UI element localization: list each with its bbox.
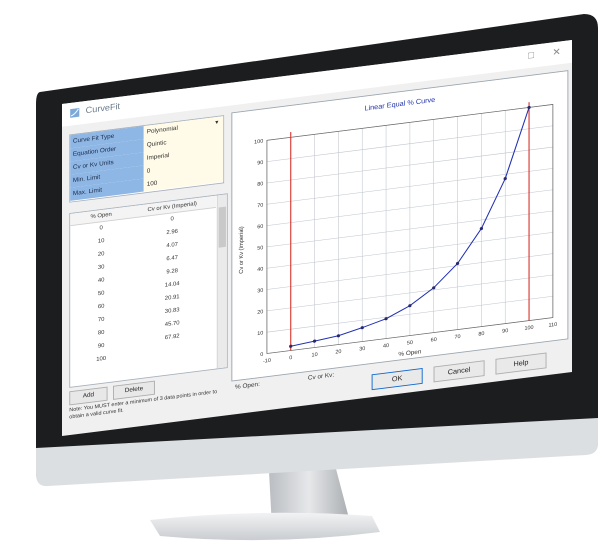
x-tick-label: 0	[289, 355, 292, 361]
data-point	[360, 326, 364, 330]
grid-line-y	[266, 125, 553, 162]
param-value: Quintic	[146, 139, 167, 149]
data-point	[312, 339, 317, 343]
grid-line-y	[266, 189, 553, 226]
x-tick-label: 10	[312, 352, 318, 359]
param-value: 0	[146, 168, 151, 175]
y-tick-label: 90	[257, 160, 263, 167]
data-table[interactable]: % Open Cv or Kv (Imperial) 0 0 10 2.96 20 4.0…	[69, 193, 228, 388]
status-x-label: % Open:	[235, 381, 260, 391]
y-tick-label: 100	[254, 139, 263, 146]
x-tick-label: 60	[431, 337, 437, 344]
grid-line-y	[266, 146, 553, 184]
y-tick-label: 80	[257, 181, 263, 188]
y-tick-label: 40	[257, 267, 263, 274]
data-point	[336, 334, 341, 338]
x-tick-label: 110	[549, 322, 558, 329]
x-tick-label: 90	[502, 328, 508, 335]
chevron-down-icon[interactable]: ▼	[214, 120, 220, 126]
table-scrollbar[interactable]	[216, 194, 227, 369]
param-value: Imperial	[146, 152, 170, 162]
grid-line-y	[266, 168, 553, 205]
data-point	[527, 105, 531, 110]
close-icon[interactable]: ✕	[552, 46, 561, 59]
cancel-button[interactable]: Cancel	[433, 360, 485, 383]
data-point	[455, 261, 460, 266]
y-axis-label: Cv or Kv (Imperial)	[239, 226, 245, 274]
data-point	[408, 304, 412, 308]
y-tick-label: 60	[257, 224, 263, 231]
plot-area	[266, 104, 554, 354]
app-icon	[70, 107, 80, 118]
data-point	[289, 344, 293, 348]
x-tick-label: 30	[359, 346, 365, 353]
x-axis-label: % Open	[398, 348, 422, 358]
grid-line-y	[266, 210, 553, 248]
data-point	[503, 177, 507, 181]
chart-title: Linear Equal % Curve	[364, 96, 435, 113]
data-point	[384, 317, 388, 321]
monitor-chin	[36, 418, 598, 487]
data-point	[479, 226, 484, 231]
x-tick-label: 70	[455, 334, 461, 341]
maximize-icon[interactable]: □	[527, 50, 535, 62]
y-tick-label: 20	[257, 309, 263, 316]
x-tick-label: 20	[335, 349, 341, 356]
y-tick-label: 70	[257, 203, 263, 210]
x-tick-label: 50	[407, 340, 413, 347]
y-tick-label: 50	[257, 245, 263, 252]
grid-line-y	[266, 274, 553, 312]
window-title: CurveFit	[85, 101, 121, 116]
data-point	[432, 286, 436, 290]
grid-line-y	[266, 296, 553, 333]
screen: CurveFit □ ✕ Curve Fit Type Polynomial ▼ Eq…	[62, 40, 572, 436]
x-tick-label: 100	[524, 325, 533, 332]
stand-base	[150, 512, 380, 541]
help-button[interactable]: Help	[495, 352, 547, 375]
y-tick-label: 30	[257, 288, 263, 295]
curvefit-dialog: CurveFit □ ✕ Curve Fit Type Polynomial ▼ Eq…	[62, 40, 572, 436]
titlebar: CurveFit □ ✕	[62, 40, 572, 127]
param-value: 100	[146, 180, 158, 188]
y-tick-label: 0	[260, 352, 263, 358]
y-tick-label: 10	[257, 330, 263, 337]
grid-line-y	[266, 253, 553, 290]
ok-button[interactable]: OK	[371, 368, 423, 391]
x-tick-label: -10	[263, 358, 271, 365]
chart-panel: Linear Equal % Curve -10 0 10 20 30 40 50 60 70 80…	[231, 70, 569, 382]
param-value: Polynomial	[146, 125, 178, 136]
parameters-grid: Curve Fit Type Polynomial ▼ Equation Order Q…	[69, 115, 225, 203]
x-tick-label: 80	[478, 331, 484, 338]
status-y-label: Cv or Kv:	[307, 372, 335, 382]
chart: Linear Equal % Curve-10 0 10 20 30 40 50 60 70 80…	[239, 96, 558, 365]
grid-line-y	[266, 232, 553, 269]
x-tick-label: 40	[383, 343, 389, 350]
scrollbar-thumb[interactable]	[218, 206, 226, 248]
